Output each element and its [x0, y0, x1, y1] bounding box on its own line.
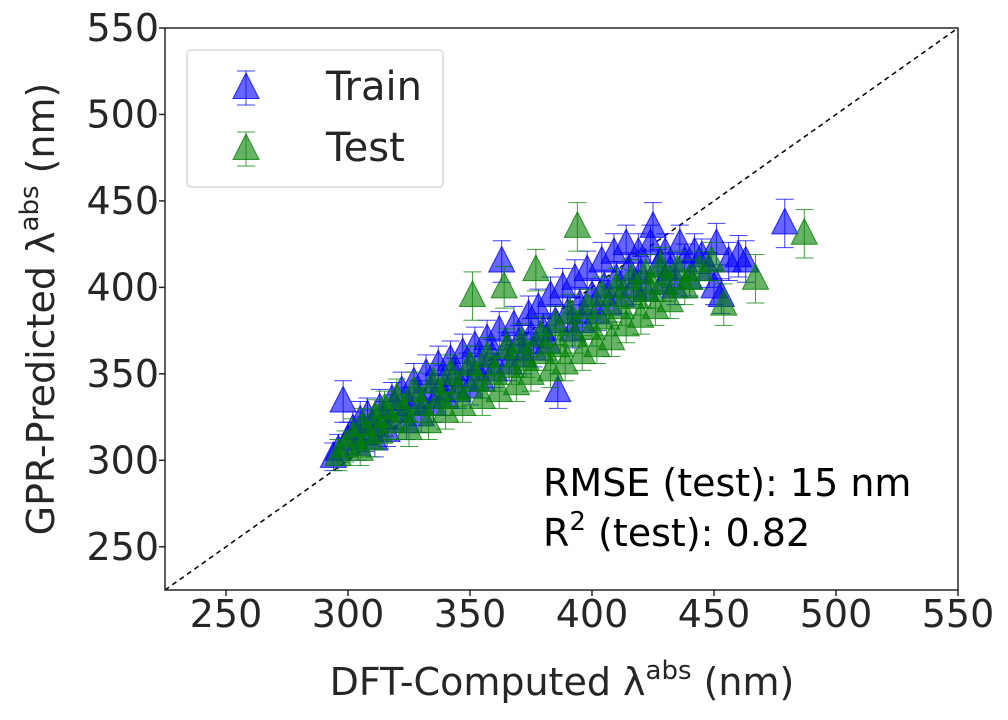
y-tick-label: 350: [86, 352, 159, 396]
y-axis-title-prefix: GPR-Predicted λ: [19, 231, 63, 535]
plot-frame: [164, 27, 959, 591]
test-point: [522, 248, 550, 292]
train-point: [770, 198, 799, 249]
test-point: [458, 271, 487, 321]
x-tick-label: 500: [800, 592, 873, 636]
test-point: [395, 411, 423, 447]
x-tick-label: 300: [312, 592, 385, 636]
r2-annotation-sup: 2: [569, 507, 586, 537]
r2-annotation-suffix: (test): 0.82: [586, 511, 810, 555]
y-axis-title: GPR-Predicted λabs (nm): [15, 83, 63, 536]
legend-test-triangle: [232, 131, 260, 167]
test-point: [741, 254, 770, 304]
test-point: [597, 321, 626, 358]
rmse-annotation: RMSE (test): 15 nm: [543, 461, 911, 505]
legend-test-label: Test: [325, 125, 405, 171]
train-point: [487, 240, 516, 283]
y-tick-label: 250: [86, 525, 159, 569]
data-points: [319, 198, 819, 472]
y-tick-label: 300: [86, 438, 159, 482]
test-point: [563, 202, 592, 252]
x-axis-title: DFT-Computed λabs (nm): [330, 656, 795, 704]
r2-annotation-prefix: R: [543, 511, 569, 555]
legend-train-label: Train: [325, 64, 422, 110]
x-axis-title-sup: abs: [646, 656, 692, 686]
y-tick-label: 400: [86, 265, 159, 309]
legend-train-marker: [232, 70, 260, 106]
y-axis-title-sup: abs: [15, 185, 45, 231]
test-point: [568, 335, 597, 371]
x-tick-label: 450: [678, 592, 751, 636]
test-point: [790, 209, 819, 259]
test-point: [709, 283, 738, 326]
test-point: [656, 283, 684, 320]
legend-test-marker: [232, 131, 260, 167]
x-tick-label: 550: [922, 592, 995, 636]
x-axis-title-suffix: (nm): [692, 660, 795, 704]
legend-train-triangle: [232, 70, 260, 106]
y-tick-label: 500: [86, 92, 159, 136]
test-point: [551, 345, 579, 382]
test-point: [448, 387, 477, 423]
test-point: [490, 266, 518, 309]
r2-annotation: R2 (test): 0.82: [543, 507, 810, 555]
legend: Train Test: [186, 49, 444, 188]
x-tick-label: 250: [190, 592, 263, 636]
x-axis-title-prefix: DFT-Computed λ: [330, 660, 646, 704]
x-tick-label: 400: [556, 592, 629, 636]
test-point: [697, 241, 726, 281]
y-axis-title-suffix: (nm): [19, 83, 63, 186]
y-axis-ticks: 250 300 350 400 450 500 550: [86, 6, 165, 569]
y-tick-label: 550: [86, 6, 159, 50]
x-axis-ticks: 250 300 350 400 450 500 550: [190, 590, 995, 636]
x-tick-label: 350: [434, 592, 507, 636]
y-tick-label: 450: [86, 179, 159, 223]
